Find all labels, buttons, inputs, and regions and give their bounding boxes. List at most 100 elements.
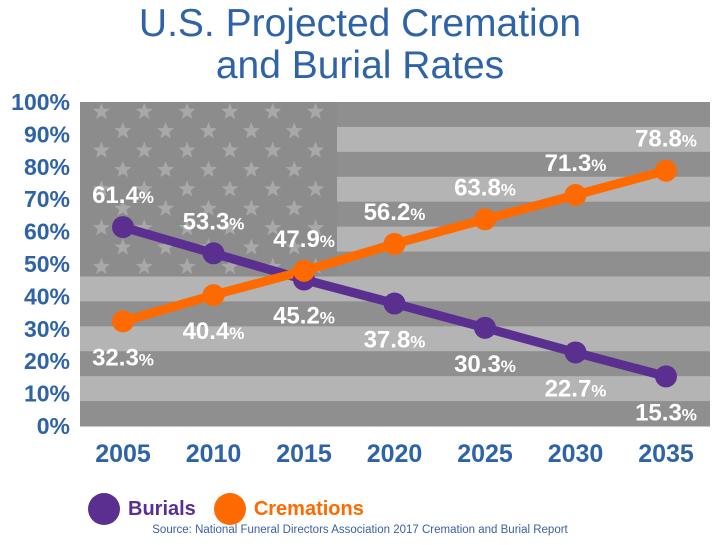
y-tick-label: 40% xyxy=(24,283,70,309)
flag-star xyxy=(242,238,260,255)
flag-star xyxy=(114,238,132,255)
flag-star xyxy=(114,160,132,178)
data-point-cremations xyxy=(564,183,587,206)
data-point-burials xyxy=(564,341,587,364)
data-labels: 61.4% 53.3% 45.2% 37.8% 30.3% 22.7% 15.3% 32.3%… xyxy=(92,126,697,427)
data-point-burials xyxy=(202,242,225,265)
flag-star xyxy=(264,141,282,158)
flag-star xyxy=(178,102,196,119)
x-tick-label: 2020 xyxy=(367,440,423,468)
legend-item-burials: Burials xyxy=(88,493,196,525)
flag-star xyxy=(199,199,218,216)
flag-star xyxy=(114,199,132,216)
flag-star xyxy=(157,122,175,139)
x-tick-label: 2015 xyxy=(276,440,332,468)
data-point-cremations xyxy=(293,259,315,282)
data-point-cremations xyxy=(474,208,496,231)
flag-star xyxy=(178,219,196,236)
flag-star xyxy=(285,199,303,216)
legend: Burials Cremations xyxy=(88,491,376,527)
flag-star xyxy=(178,257,196,275)
data-point-cremations xyxy=(383,232,406,255)
data-label-cremations: 40.4% xyxy=(183,318,245,345)
flag-star xyxy=(135,257,153,275)
flag-star xyxy=(307,219,325,236)
flag-star xyxy=(285,238,303,255)
y-tick-label: 10% xyxy=(24,381,70,407)
flag-star xyxy=(285,160,303,178)
chart-title-line1: U.S. Projected Cremation xyxy=(138,2,582,45)
flag-star xyxy=(242,122,260,139)
flag-star xyxy=(92,257,110,275)
data-point-burials xyxy=(383,292,406,315)
flag-star xyxy=(135,180,153,197)
flag-star xyxy=(264,219,282,236)
legend-swatch-cremations xyxy=(213,493,246,525)
data-label-burials: 37.8% xyxy=(364,327,426,354)
flag-star xyxy=(92,180,110,197)
data-label-cremations: 32.3% xyxy=(92,344,154,371)
data-point-burials xyxy=(112,216,134,239)
source-note: Source: National Funeral Directors Assoc… xyxy=(152,524,568,536)
flag-star xyxy=(135,219,153,236)
x-tick-label: 2025 xyxy=(457,440,513,468)
flag-star xyxy=(221,257,239,275)
flag-star xyxy=(307,180,325,197)
data-label-burials: 45.2% xyxy=(273,303,335,330)
flag-star xyxy=(178,141,196,158)
data-point-burials xyxy=(474,316,496,339)
data-label-burials: 22.7% xyxy=(545,375,607,402)
flag-stripe xyxy=(80,326,710,352)
series-points xyxy=(112,159,677,388)
flag-star xyxy=(221,102,239,119)
x-tick-label: 2010 xyxy=(186,440,242,468)
legend-swatch-burials xyxy=(88,493,120,525)
flag-star xyxy=(307,102,325,119)
flag-star xyxy=(264,102,282,119)
y-tick-label: 0% xyxy=(37,413,70,439)
y-tick-label: 30% xyxy=(24,316,70,342)
legend-item-cremations: Cremations xyxy=(213,493,364,525)
data-label-burials: 53.3% xyxy=(183,208,245,235)
data-point-burials xyxy=(655,365,677,388)
flag-star xyxy=(242,199,260,216)
legend-label-burials: Burials xyxy=(128,497,196,520)
flag-star xyxy=(135,102,153,119)
flag-star xyxy=(135,141,153,158)
flag-star xyxy=(307,141,325,158)
y-tick-label: 100% xyxy=(11,89,70,115)
y-tick-label: 20% xyxy=(24,348,70,374)
flag-star xyxy=(264,180,282,197)
flag-star xyxy=(242,160,260,178)
flag-star xyxy=(157,199,175,216)
x-tick-label: 2035 xyxy=(638,440,694,468)
y-axis: 0% 10% 20% 30% 40% 50% 60% 70% 80% 90% 100% xyxy=(11,89,70,439)
flag-star xyxy=(285,122,303,139)
flag-star xyxy=(114,122,132,139)
flag-star xyxy=(199,122,218,139)
flag-star xyxy=(199,160,218,178)
data-point-cremations xyxy=(655,159,677,182)
flag-star xyxy=(221,141,239,158)
y-tick-label: 80% xyxy=(24,154,70,180)
data-label-cremations: 47.9% xyxy=(273,226,335,253)
flag-stripe xyxy=(80,401,710,427)
data-label-cremations: 78.8% xyxy=(635,126,697,153)
legend-label-cremations: Cremations xyxy=(253,497,364,520)
flag-star xyxy=(221,219,239,236)
data-label-burials: 30.3% xyxy=(454,351,516,378)
y-tick-label: 70% xyxy=(24,186,70,212)
flag-star xyxy=(221,180,239,197)
data-label-cremations: 56.2% xyxy=(364,199,426,226)
flag-stripe xyxy=(80,376,710,402)
flag-star xyxy=(92,141,110,158)
flag-star xyxy=(178,180,196,197)
x-tick-label: 2030 xyxy=(548,440,604,468)
data-point-cremations xyxy=(202,284,225,307)
data-label-cremations: 63.8% xyxy=(454,174,516,201)
data-point-cremations xyxy=(112,310,134,333)
data-label-burials: 15.3% xyxy=(635,399,697,426)
y-tick-label: 60% xyxy=(24,219,70,245)
flag-star xyxy=(157,160,175,178)
x-tick-label: 2005 xyxy=(95,440,151,468)
